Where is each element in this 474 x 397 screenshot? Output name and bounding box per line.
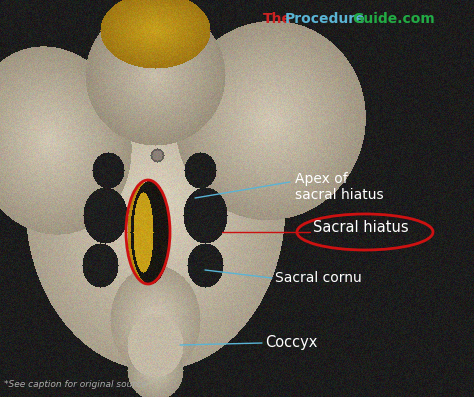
Text: Procedure: Procedure: [285, 12, 365, 26]
Text: Sacral cornu: Sacral cornu: [275, 271, 362, 285]
Text: Guide.com: Guide.com: [352, 12, 435, 26]
Text: *See caption for original source: *See caption for original source: [4, 380, 146, 389]
Text: Sacral hiatus: Sacral hiatus: [313, 220, 409, 235]
Text: Coccyx: Coccyx: [265, 335, 318, 351]
Text: The: The: [263, 12, 292, 26]
Text: Apex of
sacral hiatus: Apex of sacral hiatus: [295, 172, 383, 202]
